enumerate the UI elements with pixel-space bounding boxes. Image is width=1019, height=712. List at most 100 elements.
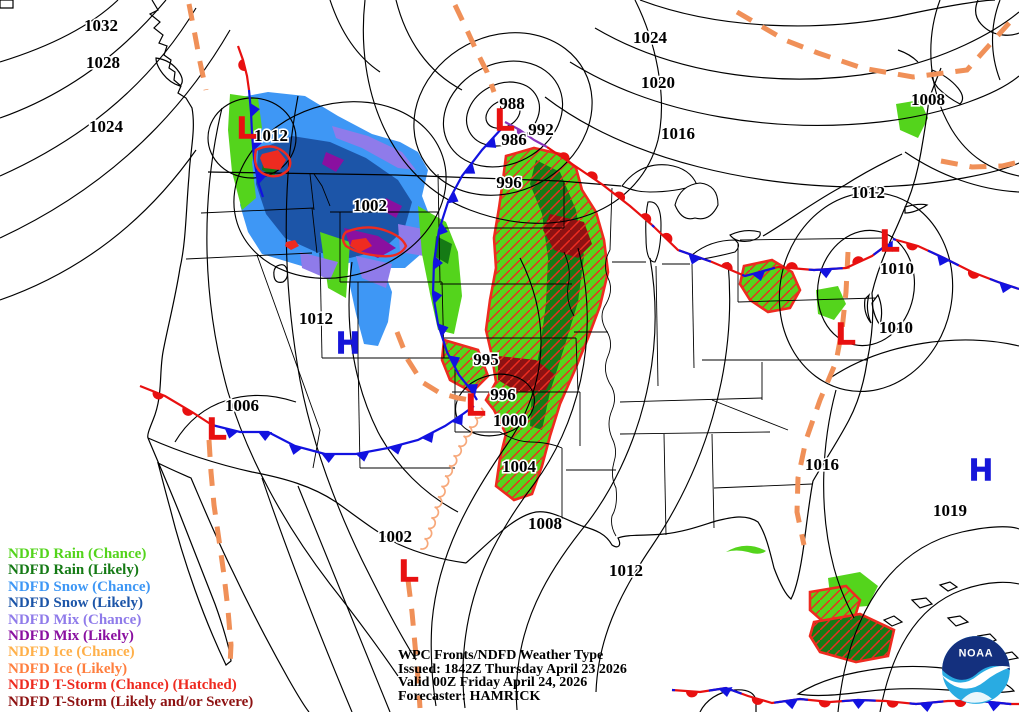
pressure-label: 1032 [84,16,118,35]
isobar-line [0,29,231,239]
precip-area-mix-chance [300,252,338,280]
isobar-line [991,0,1001,81]
pressure-label: 995 [473,350,499,369]
border-path [619,431,771,435]
legend-item: NDFD Snow (Chance) [8,578,151,595]
coastline-path [147,437,310,712]
precipitation-areas [228,92,928,664]
tstorm-hatch-overlay [498,356,554,392]
isobar-line [594,11,1019,80]
isobar-line [595,261,731,693]
isobar-line [285,95,417,661]
isobar-ellipse [455,373,535,437]
map-product-title: WPC Fronts/NDFD Weather Type [398,648,604,663]
tstorm-hatch-overlay [808,612,896,664]
pressure-centers: H H L L L L L L L [207,101,993,589]
noaa-logo-sky [942,636,1010,680]
isobar-line [544,96,1019,188]
pressure-label: 1012 [609,561,643,580]
pressure-label: 988 [499,94,525,113]
front-stat [892,237,1019,294]
isobar-line [261,477,353,712]
pressure-center-l: L [467,387,486,422]
border-path [737,297,877,303]
pressure-label: 1016 [805,455,839,474]
tstorm-spot [350,238,372,252]
coastline-path [207,171,622,187]
isobar-line [174,395,297,443]
isobar-ellipse [466,81,540,147]
front-cold [211,405,475,463]
coastline-path [796,665,1016,697]
map-title-block: WPC Fronts/NDFD Weather Type Issued: 184… [398,649,627,703]
pressure-center-l: L [208,411,227,446]
front-warm [546,146,653,226]
legend-item: NDFD Rain (Likely) [8,562,139,579]
isobar-line [829,339,1019,379]
border-path [313,173,331,207]
precip-area-mix-chance [356,256,392,288]
coastline-path [897,49,919,63]
pressure-label: 1016 [661,124,695,143]
coastline-path [147,437,467,564]
isobar-ellipse [413,32,593,196]
legend-item: NDFD Rain (Chance) [8,546,147,562]
pressure-label: 1028 [86,53,120,72]
isobar-line [930,0,1019,177]
isobar-line [0,0,167,119]
pressure-center-l: L [496,102,515,137]
pressure-label: 1010 [879,318,913,337]
border-path [563,251,575,317]
isobar-line [430,257,542,707]
border-path [357,357,361,469]
pressure-label: 1008 [911,90,945,109]
pressure-center-h: H [970,452,992,487]
isobar-ellipse [816,229,916,347]
border-path [711,433,715,529]
legend-item: NDFD T-Storm (Chance) (Hatched) [8,677,237,694]
tstorm-ring [341,226,408,258]
pressure-label: 1002 [353,196,387,215]
noaa-seagull-icon [941,666,1011,689]
isobar-line [395,0,463,91]
trough-line [405,579,423,709]
tstorm-outline-rings [253,145,408,258]
isobar-line [904,151,1019,193]
pressure-center-l: L [400,553,419,588]
map-valid-line: Valid 00Z Friday April 24, 2026 [398,675,588,690]
pressure-label: 996 [490,385,516,404]
trough-line [794,251,851,546]
border-path [609,187,613,251]
legend-item: NDFD T-Storm (Likely and/or Severe) [8,693,254,710]
border-path [739,237,885,241]
tstorm-ring [253,145,292,178]
precip-area-rain-chance [816,286,846,320]
legend-item: NDFD Ice (Chance) [8,644,135,661]
isobar-ellipse [778,191,954,393]
precip-area-mix-likely [322,152,344,172]
front-mixed [651,224,893,281]
pressure-label: 992 [528,120,554,139]
pressure-label: 1010 [880,259,914,278]
trough-line [186,3,209,91]
border-path [691,263,695,369]
pressure-label: 1012 [254,126,288,145]
coastline-path [938,581,959,592]
coastline-path [910,597,934,609]
coastline-path [871,293,883,327]
legend-item: NDFD Mix (Chance) [8,611,142,628]
legend-item: NDFD Ice (Likely) [8,660,128,677]
precip-area-rain-likely [434,236,452,264]
lake-outline [729,229,761,242]
legend-item: NDFD Mix (Likely) [8,628,134,645]
coastline-path [273,264,289,283]
trough-lines [186,3,1019,709]
coastline-path [0,0,14,9]
isobar-ellipse [442,60,564,168]
legend-item: NDFD Snow (Likely) [8,595,144,612]
precip-area-rain-chance [896,100,928,138]
